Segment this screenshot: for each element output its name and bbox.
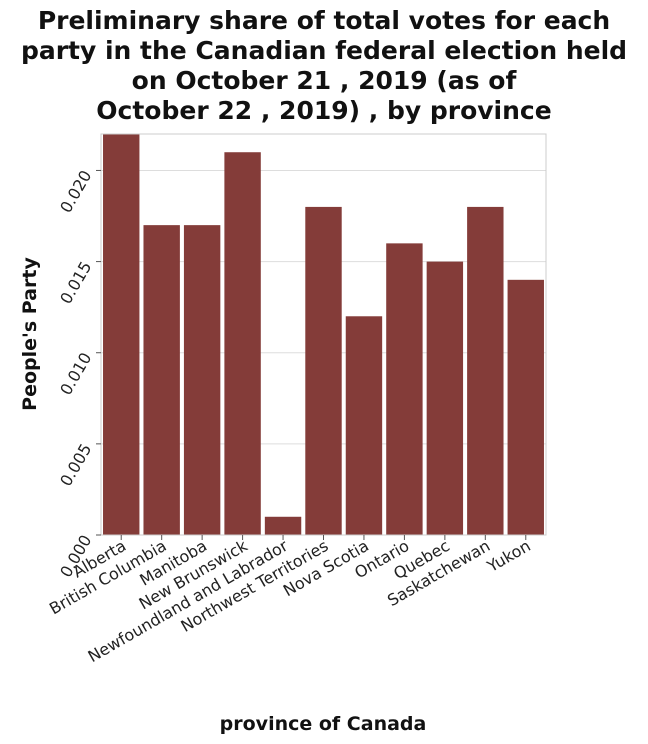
y-tick-label: 0.010 (56, 349, 95, 398)
bar-yukon (507, 279, 544, 535)
x-axis-title: province of Canada (220, 713, 427, 735)
bar-british-columbia (143, 225, 180, 536)
x-tick-label: Yukon (483, 536, 534, 576)
bar-saskatchewan (467, 206, 504, 535)
bar-manitoba (183, 225, 221, 536)
bar-newfoundland-and-labrador (264, 516, 302, 535)
bar-quebec (426, 261, 464, 535)
y-axis-title: People's Party (19, 257, 41, 411)
bar-alberta (103, 134, 140, 535)
bar-nova-scotia (345, 316, 383, 535)
y-tick-label: 0.015 (56, 258, 95, 307)
chart-title: Preliminary share of total votes for eac… (20, 6, 628, 125)
bar-northwest-territories (305, 206, 342, 535)
y-tick-label: 0.005 (56, 440, 95, 489)
bar-ontario (386, 243, 423, 535)
y-tick-label: 0.020 (56, 167, 95, 216)
bar-new-brunswick (224, 152, 261, 535)
bars (103, 134, 544, 536)
